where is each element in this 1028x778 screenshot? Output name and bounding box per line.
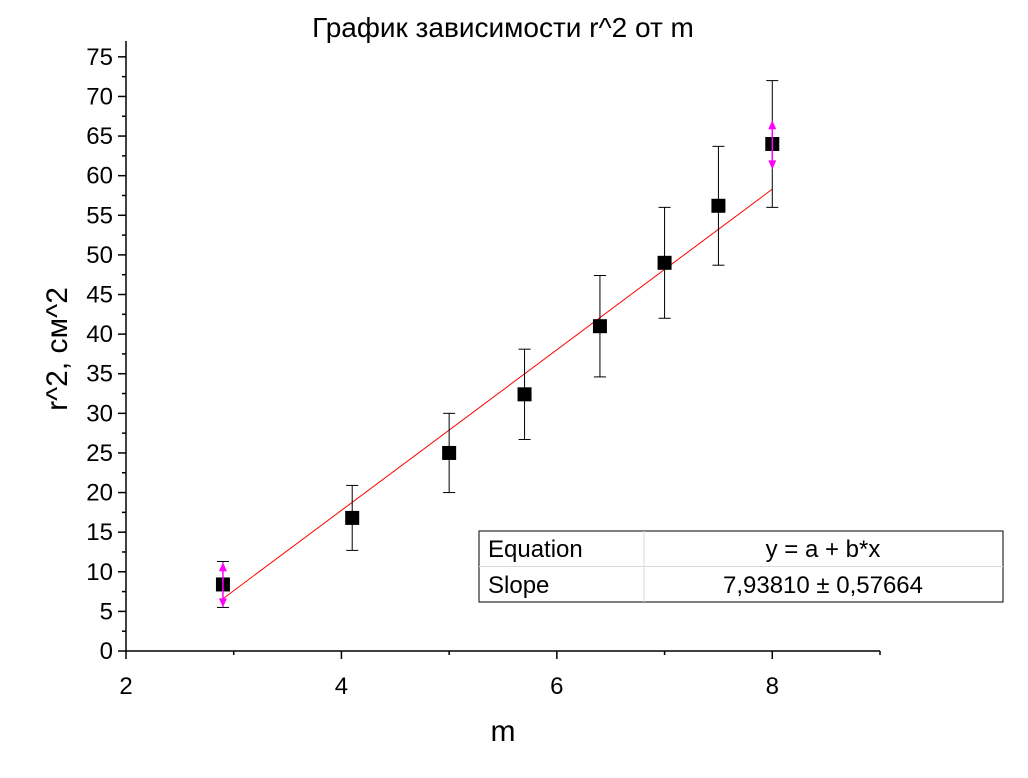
y-tick-label: 40 — [86, 321, 113, 348]
x-tick-label: 8 — [766, 673, 779, 700]
y-tick-label: 10 — [86, 559, 113, 586]
data-point-marker — [592, 319, 607, 334]
y-tick-label: 60 — [86, 163, 113, 190]
highlight-arrow-head-up — [768, 120, 777, 130]
y-tick-label: 50 — [86, 242, 113, 269]
x-tick-label: 6 — [550, 673, 563, 700]
data-point-marker — [517, 387, 532, 402]
error-bars — [216, 80, 779, 608]
fit-line-layer — [222, 188, 773, 600]
y-tick-label: 55 — [86, 202, 113, 229]
data-markers — [215, 136, 780, 592]
y-tick-label: 75 — [86, 44, 113, 71]
highlight-arrow-head-down — [218, 598, 227, 608]
y-tick-label: 25 — [86, 440, 113, 467]
fit-table-slope-label: Slope — [488, 572, 549, 599]
y-tick-label: 45 — [86, 282, 113, 309]
fit-results-table: Equation y = a + b*x Slope 7,93810 ± 0,5… — [478, 530, 1004, 603]
y-tick-label: 20 — [86, 480, 113, 507]
highlight-arrow-head-up — [218, 562, 227, 572]
data-point-marker — [345, 510, 360, 525]
chart-title: График зависимости r^2 от m — [312, 12, 694, 43]
y-tick-label: 70 — [86, 83, 113, 110]
x-tick-label: 4 — [335, 673, 348, 700]
x-axis-label: m — [491, 715, 516, 748]
data-point-marker — [442, 445, 457, 460]
data-point-marker — [657, 255, 672, 270]
tick-marks — [118, 56, 881, 659]
highlight-arrow-head-down — [768, 160, 777, 170]
linear-fit-line — [222, 188, 773, 600]
y-tick-label: 30 — [86, 400, 113, 427]
axes — [125, 41, 880, 652]
highlight-arrows — [218, 120, 777, 608]
y-tick-label: 0 — [100, 638, 113, 665]
y-tick-label: 65 — [86, 123, 113, 150]
y-axis-label: r^2, см^2 — [41, 287, 74, 411]
y-tick-label: 5 — [100, 598, 113, 625]
fit-table-equation-value: y = a + b*x — [766, 536, 881, 563]
y-tick-label: 35 — [86, 361, 113, 388]
fit-table-equation-label: Equation — [488, 536, 583, 563]
highlight-arrow — [768, 120, 777, 170]
fit-table-slope-value: 7,93810 ± 0,57664 — [723, 572, 923, 599]
y-tick-label: 15 — [86, 519, 113, 546]
data-point-marker — [711, 198, 726, 213]
highlight-arrow — [218, 562, 227, 608]
x-tick-label: 2 — [119, 673, 132, 700]
tick-labels: 2 4 6 8 0 5 10 15 20 25 30 35 40 45 50 55 60 65 70 75 — [86, 44, 779, 700]
